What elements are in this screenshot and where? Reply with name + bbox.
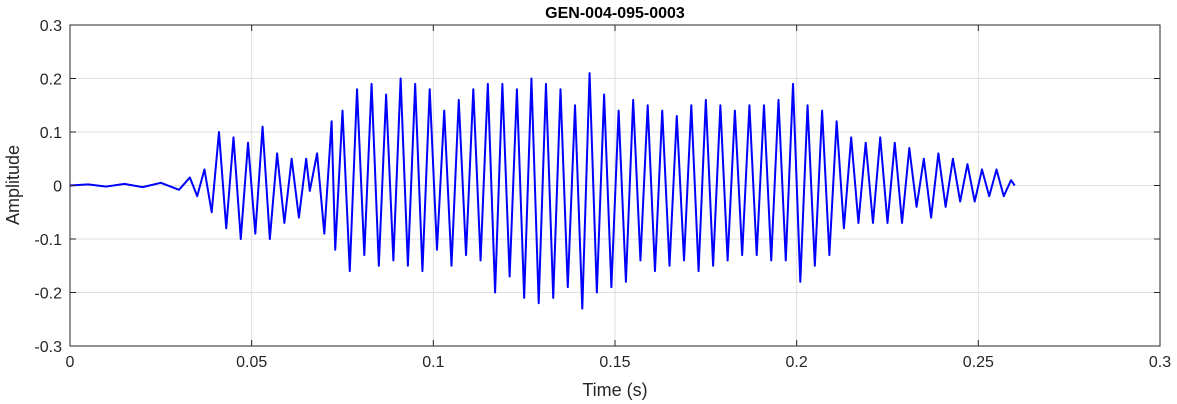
waveform-line — [69, 72, 1016, 310]
y-axis-label: Amplitude — [3, 145, 23, 225]
x-axis: 0 0.05 0.1 0.15 0.2 0.25 0.3 — [66, 25, 1171, 371]
x-tick-label: 0.3 — [1149, 354, 1171, 371]
y-tick-label: 0 — [53, 179, 62, 196]
x-tick-label: 0.25 — [963, 354, 994, 371]
y-tick-label: -0.2 — [34, 286, 62, 303]
x-tick-label: 0.05 — [236, 354, 267, 371]
x-tick-label: 0 — [66, 354, 75, 371]
y-tick-label: 0.3 — [40, 18, 62, 35]
series-group — [69, 72, 1016, 310]
y-tick-label: 0.1 — [40, 125, 62, 142]
y-tick-label: -0.3 — [34, 339, 62, 356]
y-tick-label: 0.2 — [40, 72, 62, 89]
y-axis: -0.3 -0.2 -0.1 0 0.1 0.2 0.3 — [34, 18, 1160, 356]
chart-title: GEN-004-095-0003 — [545, 5, 685, 22]
x-tick-label: 0.15 — [599, 354, 630, 371]
y-tick-label: -0.1 — [34, 232, 62, 249]
x-tick-label: 0.1 — [422, 354, 444, 371]
x-axis-label: Time (s) — [582, 380, 647, 400]
x-tick-label: 0.2 — [786, 354, 808, 371]
